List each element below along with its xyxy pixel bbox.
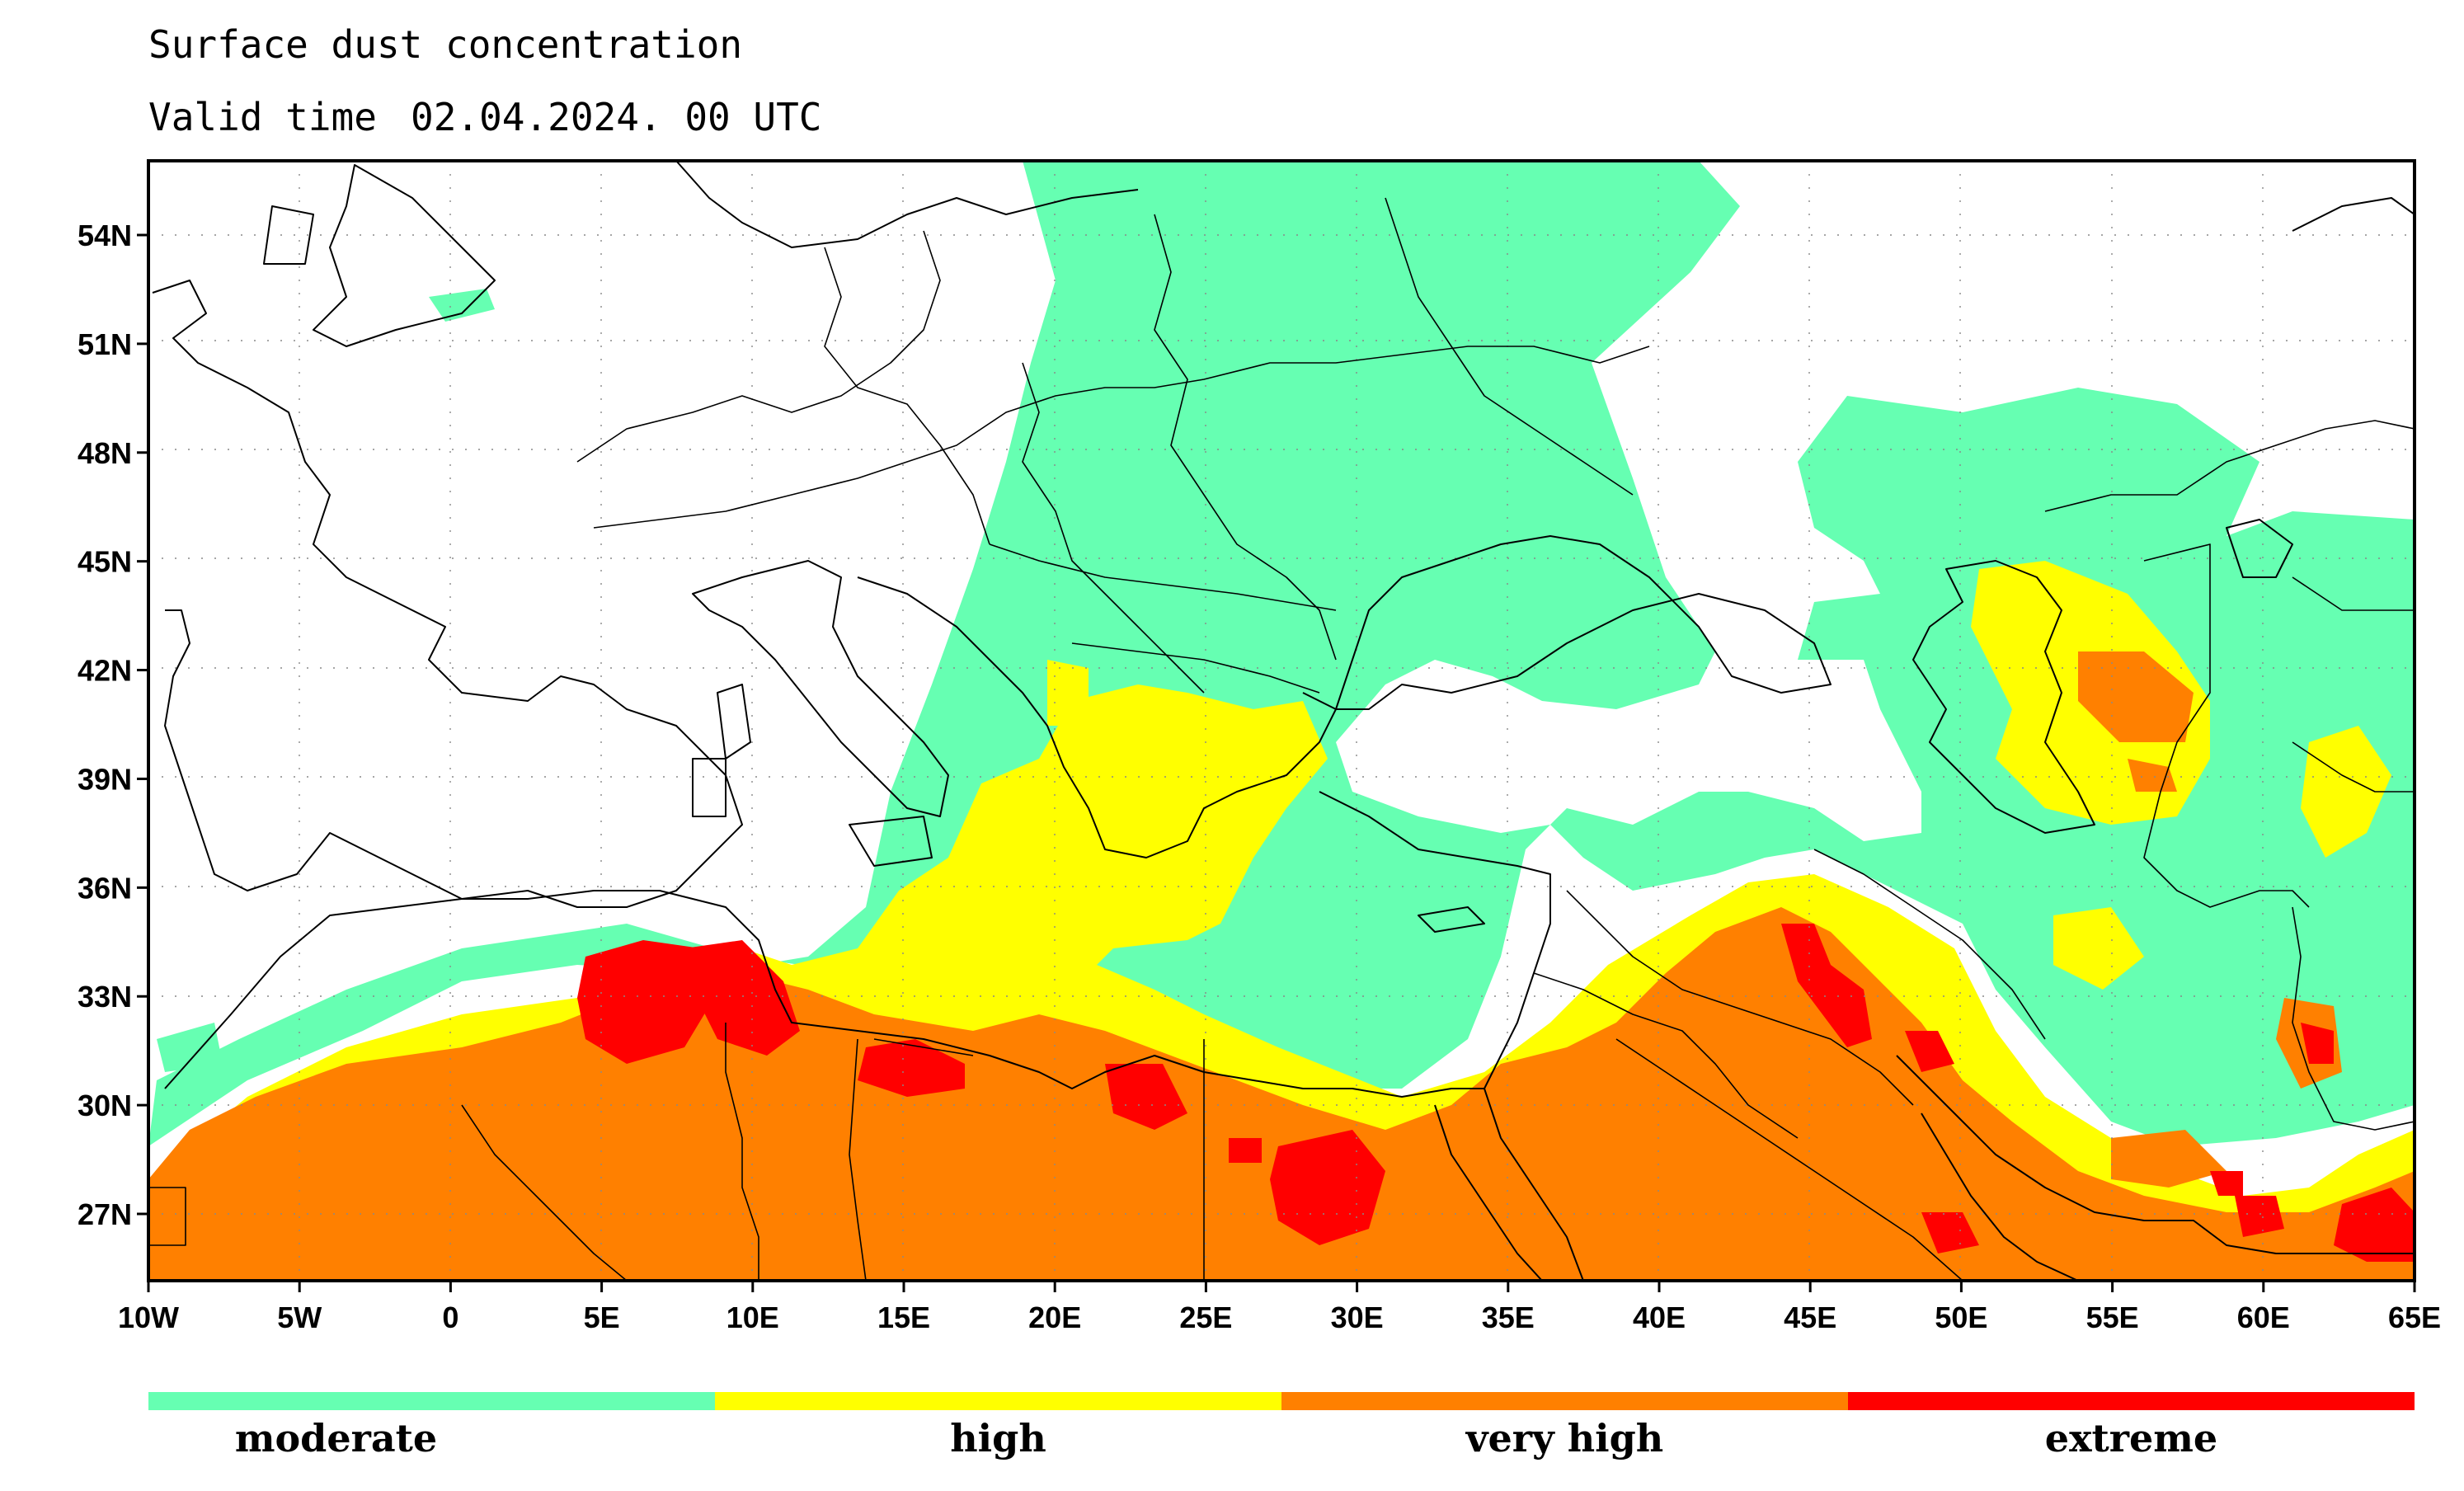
lon-tick-label: 15E	[877, 1301, 930, 1334]
legend-label: very high	[1465, 1416, 1664, 1460]
legend-label: high	[950, 1416, 1046, 1460]
lon-tick-label: 45E	[1784, 1301, 1836, 1334]
lat-tick-label: 45N	[78, 545, 132, 579]
valid-time-value: 02.04.2024. 00 UTC	[411, 95, 822, 139]
lon-tick-label: 5E	[584, 1301, 620, 1334]
lat-tick-label: 27N	[78, 1197, 132, 1231]
legend-swatch	[1281, 1392, 1848, 1410]
lat-tick-label: 39N	[78, 762, 132, 796]
legend: moderate high very high extreme	[148, 1392, 2415, 1460]
legend-label: moderate	[235, 1416, 437, 1460]
country-borders	[148, 197, 2415, 1281]
latitude-axis: 54N 51N 48N 45N 42N 39N 36N 33N 30N 27N	[78, 219, 148, 1231]
lat-tick-label: 30N	[78, 1089, 132, 1122]
lon-tick-label: 65E	[2388, 1301, 2441, 1334]
lat-tick-label: 36N	[78, 871, 132, 905]
graticule	[148, 161, 2415, 1281]
lat-tick-label: 33N	[78, 980, 132, 1014]
legend-swatch	[715, 1392, 1281, 1410]
lon-tick-label: 5W	[277, 1301, 322, 1334]
lat-tick-label: 42N	[78, 654, 132, 688]
lat-tick-label: 48N	[78, 436, 132, 470]
lat-tick-label: 54N	[78, 219, 132, 252]
valid-time-label: Valid time	[148, 95, 377, 139]
lon-tick-label: 40E	[1633, 1301, 1686, 1334]
lon-tick-label: 10E	[727, 1301, 779, 1334]
lon-tick-label: 55E	[2086, 1301, 2139, 1334]
lon-tick-label: 0	[442, 1301, 458, 1334]
lon-tick-label: 60E	[2237, 1301, 2290, 1334]
lon-tick-label: 35E	[1482, 1301, 1535, 1334]
lon-tick-label: 20E	[1028, 1301, 1081, 1334]
legend-swatch	[1848, 1392, 2415, 1410]
map-frame	[147, 159, 2416, 1282]
lat-tick-label: 51N	[78, 327, 132, 361]
map-area	[148, 161, 2415, 1281]
lon-tick-label: 30E	[1331, 1301, 1384, 1334]
legend-label: extreme	[2045, 1416, 2217, 1460]
legend-swatch	[148, 1392, 715, 1410]
coastlines	[152, 161, 2415, 1281]
longitude-axis: 10W 5W 0 5E 10E 15E 20E 25E 30E 35E 40E 45E 50E 55E 60…	[118, 1281, 2441, 1334]
lon-tick-label: 50E	[1935, 1301, 1987, 1334]
map-title: Surface dust concentration	[148, 22, 742, 67]
lon-tick-label: 10W	[118, 1301, 179, 1334]
lon-tick-label: 25E	[1179, 1301, 1232, 1334]
